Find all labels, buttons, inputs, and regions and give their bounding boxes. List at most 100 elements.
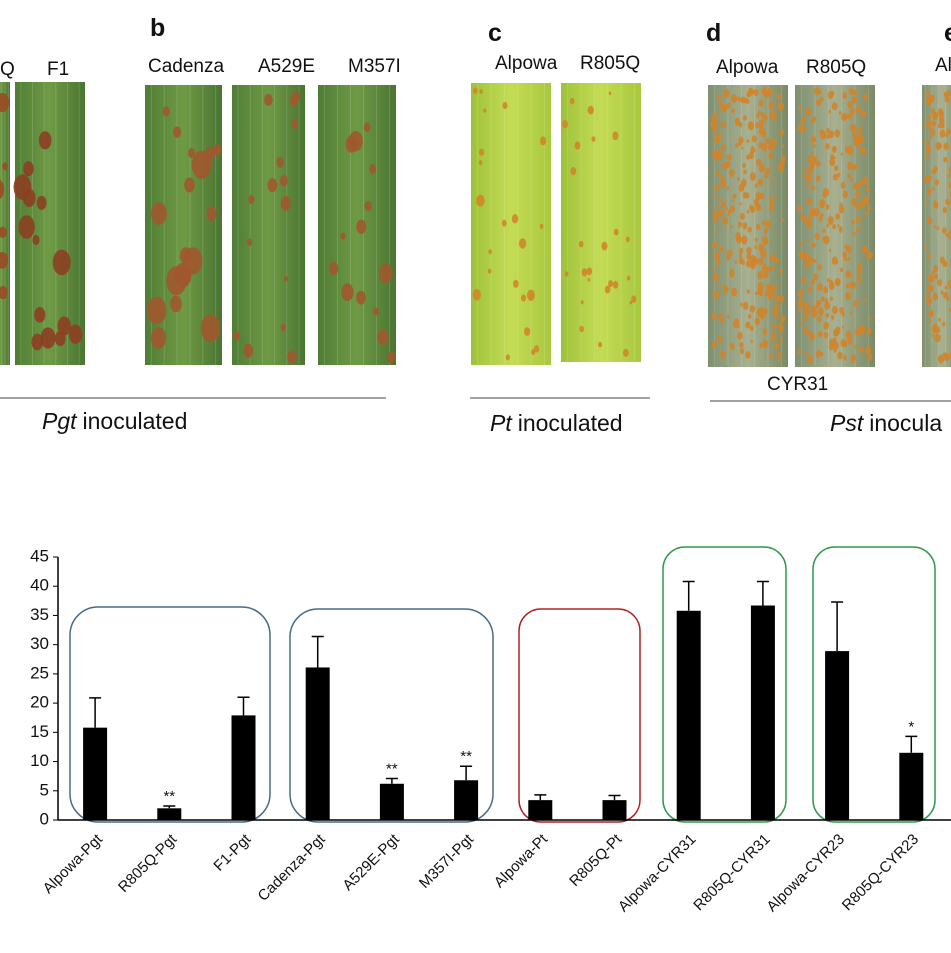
rust-pustule (513, 279, 519, 288)
rust-pustule (713, 290, 719, 299)
rust-pustule (267, 178, 278, 193)
rust-pustule (927, 114, 932, 120)
rust-pustule (289, 94, 299, 107)
rust-pustule (741, 146, 744, 150)
group-frame (69, 606, 271, 823)
rust-pustule (817, 316, 822, 323)
rust-pustule (777, 358, 781, 363)
rust-pustule (729, 343, 735, 351)
rust-pustule (800, 322, 803, 326)
rust-pustule (939, 129, 946, 138)
rust-pustule (767, 142, 774, 152)
rust-pustule (377, 329, 389, 346)
rust-pustule (828, 342, 835, 351)
rust-pustule (598, 341, 603, 348)
rust-pustule (814, 156, 817, 160)
rust-pustule (763, 227, 769, 234)
rust-pustule (806, 182, 810, 188)
rust-pustule (857, 262, 862, 269)
rust-pustule (851, 219, 855, 225)
rust-pustule (851, 198, 857, 206)
bar (454, 780, 479, 820)
rust-pustule (925, 200, 928, 205)
rust-pustule (714, 211, 720, 219)
rust-pustule (867, 251, 873, 260)
x-tick-label: Alpowa-CYR31 (615, 831, 700, 916)
bar (750, 605, 775, 820)
rust-pustule (247, 238, 253, 246)
leaf-blade (0, 82, 10, 365)
rust-pustule (717, 204, 721, 208)
leaf-label: Q (0, 59, 15, 80)
rust-pustule (925, 145, 932, 154)
rust-pustule (763, 271, 769, 279)
leaf (145, 85, 222, 365)
rust-pustule (761, 142, 768, 152)
panel-letter: b (150, 14, 165, 42)
rust-pustule (854, 190, 861, 199)
rust-pustule (835, 260, 839, 265)
rust-pustule (798, 105, 802, 111)
rust-pustule (777, 351, 783, 358)
rust-pustule (803, 302, 810, 311)
rust-pustule (762, 114, 768, 122)
pathogen: Pst (830, 410, 865, 436)
rust-pustule (287, 350, 297, 364)
rust-pustule (850, 354, 856, 362)
x-tick-label: Alpowa-Pt (491, 830, 552, 891)
rust-pustule (834, 277, 841, 287)
rust-pustule (714, 184, 720, 192)
rust-pustule (808, 154, 814, 162)
rust-pustule (213, 144, 222, 156)
rust-pustule (841, 325, 845, 330)
rust-pustule (768, 152, 773, 160)
rust-pustule (742, 301, 749, 310)
rust-pustule (730, 225, 733, 229)
rust-pustule (849, 280, 856, 290)
x-tick-label: R805Q-Pt (566, 830, 626, 890)
rust-pustule (831, 305, 838, 315)
rust-pustule (778, 323, 784, 332)
rust-pustule (38, 131, 52, 150)
rust-pustule (747, 87, 754, 96)
rust-pustule (728, 269, 735, 278)
rust-pustule (807, 285, 813, 293)
rust-pustule (867, 353, 873, 361)
rust-pustule (933, 200, 937, 206)
rust-pustule (826, 278, 830, 283)
rust-pustule (715, 170, 720, 176)
rust-pustule (775, 258, 780, 264)
rust-pustule (838, 205, 845, 214)
rust-pustule (760, 192, 765, 199)
rust-pustule (944, 285, 948, 290)
rust-pustule (927, 217, 933, 225)
bar (825, 651, 850, 820)
rust-pustule (863, 93, 869, 102)
rust-pustule (823, 235, 830, 245)
rust-pustule (932, 264, 939, 273)
rust-pustule (608, 91, 612, 96)
rust-pustule (815, 160, 821, 167)
rust-pustule (754, 317, 760, 326)
rust-pustule (723, 88, 730, 98)
rust-pustule (587, 105, 594, 115)
rust-pustule (720, 318, 724, 324)
rust-pustule (742, 222, 748, 230)
rust-pustule (718, 284, 722, 289)
rust-pustule (833, 328, 839, 337)
rust-pustule (731, 108, 735, 114)
rust-pustule (841, 113, 847, 122)
rust-pustule (834, 129, 841, 138)
rust-pustule (472, 288, 481, 301)
rust-pustule (854, 329, 859, 336)
rust-pustule (0, 251, 9, 269)
rust-pustule (800, 241, 803, 246)
rust-pustule (737, 96, 741, 102)
rust-pustule (765, 137, 771, 145)
rust-pustule (847, 161, 853, 170)
rust-pustule (746, 260, 752, 268)
group-text: inoculated (83, 408, 188, 434)
group-frame (662, 546, 787, 823)
rust-pustule (824, 297, 829, 304)
rust-pustule (823, 286, 829, 294)
